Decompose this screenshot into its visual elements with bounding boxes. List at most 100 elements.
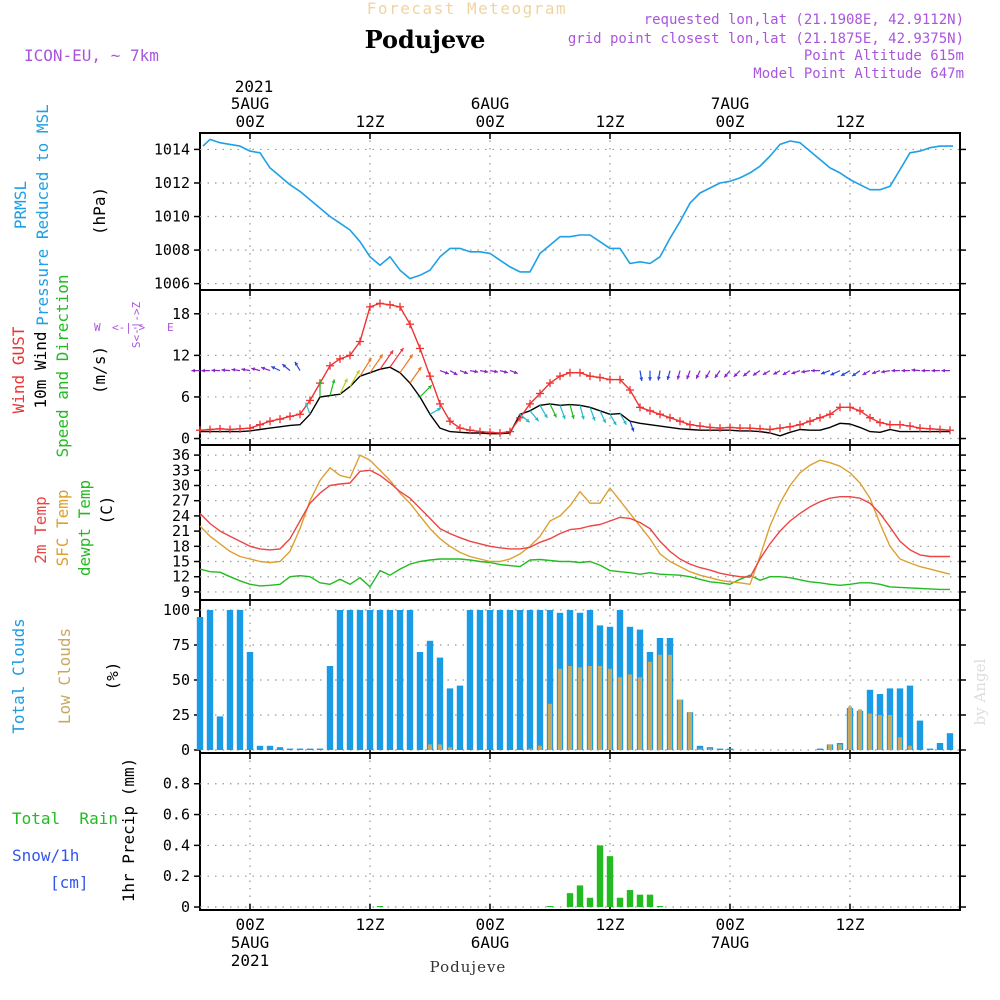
total-clouds-bar xyxy=(206,610,214,750)
wind-direction-arrowhead xyxy=(331,379,336,384)
wind-direction-arrowhead xyxy=(453,371,458,375)
wind-direction-arrowhead xyxy=(427,385,432,390)
wind-direction-arrow xyxy=(359,357,372,377)
total-clouds-bar xyxy=(246,652,254,750)
wind-direction-arrowhead xyxy=(581,415,585,420)
y-tick-label: 0 xyxy=(181,741,190,759)
total-clouds-bar xyxy=(266,745,274,750)
wind-direction-arrowhead xyxy=(872,370,877,375)
sfc-temp-series-line xyxy=(199,454,951,585)
wind-direction-arrowhead xyxy=(241,367,246,372)
low-clouds-bar xyxy=(898,737,902,750)
wind-direction-arrowhead xyxy=(261,366,266,371)
bottom-hour-label: 00Z xyxy=(236,915,265,934)
bottom-hour-label: 00Z xyxy=(476,915,505,934)
total-clouds-bar xyxy=(356,610,364,750)
total-clouds-bar xyxy=(436,657,444,750)
wind-direction-arrowhead xyxy=(494,369,498,374)
wind-gust-series-line xyxy=(199,302,951,434)
forecast-title: Forecast Meteogram xyxy=(367,0,567,18)
wind-direction-arrowhead xyxy=(630,427,635,432)
top-hour-label: 00Z xyxy=(716,112,745,131)
wind-direction-arrowhead xyxy=(911,368,916,373)
total-clouds-bar xyxy=(376,610,384,750)
wind-direction-arrowhead xyxy=(409,354,413,359)
low-clouds-bar xyxy=(888,715,892,750)
low-clouds-bar xyxy=(598,666,602,750)
wind-direction-arrowhead xyxy=(602,418,606,423)
y-tick-label: 1014 xyxy=(154,140,190,158)
bottom-date-label: 5AUG xyxy=(231,933,270,952)
wind-direction-arrowhead xyxy=(791,370,796,375)
compass-west: W xyxy=(94,321,101,334)
temp-unit-label: (C) xyxy=(97,496,116,525)
wind-direction-arrowhead xyxy=(891,368,895,373)
top-hour-label: 12Z xyxy=(356,112,385,131)
total-clouds-bar xyxy=(546,610,554,750)
wind-gust-label: Wind GUST xyxy=(9,326,28,413)
total-clouds-label: Total Clouds xyxy=(9,618,28,734)
wind-direction-arrowhead xyxy=(379,354,383,359)
wind-direction-arrowhead xyxy=(553,413,557,418)
prmsl-label: PRMSL xyxy=(11,181,30,229)
model-altitude: Model Point Altitude 647m xyxy=(753,66,964,82)
y-tick-label: 50 xyxy=(172,671,190,689)
pressure-msl-label: Pressure Reduced to MSL xyxy=(33,104,52,326)
total-clouds-bar xyxy=(226,610,234,750)
low-clouds-bar xyxy=(648,661,652,750)
compass-rose: W <-|-> E S<-|->Z xyxy=(94,301,174,348)
total-clouds-bar xyxy=(426,640,434,750)
compass-north-axis: S<-|->Z xyxy=(130,301,143,348)
bottom-date-label: 6AUG xyxy=(471,933,510,952)
wind-direction-arrowhead xyxy=(657,376,661,381)
y-tick-label: 27 xyxy=(172,492,190,510)
wind-direction-arrowhead xyxy=(367,358,372,363)
snow-label: Snow/1h xyxy=(12,846,79,865)
low-clouds-bar xyxy=(908,745,912,750)
total-clouds-bar xyxy=(286,748,294,750)
total-clouds-bar xyxy=(696,745,704,750)
wind-direction-arrowhead xyxy=(852,372,857,377)
total-clouds-bar xyxy=(446,688,454,750)
total-clouds-bar xyxy=(306,748,314,750)
total-clouds-bar xyxy=(496,610,504,750)
panel-frames xyxy=(199,132,961,911)
total-clouds-bar xyxy=(366,610,374,750)
wind-direction-arrowhead xyxy=(271,366,276,370)
wind-direction-arrowhead xyxy=(782,371,787,375)
top-year-label: 2021 xyxy=(235,77,274,96)
wind-10m-label: 10m Wind xyxy=(31,331,50,408)
temp-sfc-label: SFC Temp xyxy=(53,489,72,566)
low-clouds-bar xyxy=(828,744,832,750)
wind-direction-arrowhead xyxy=(881,369,885,374)
wind-direction-arrowhead xyxy=(931,368,935,373)
grid-lines xyxy=(200,133,960,910)
temp-2m-series-line xyxy=(199,469,950,578)
precip-bar xyxy=(656,906,664,907)
requested-coords: requested lon,lat (21.1908E, 42.9112N) xyxy=(644,12,964,28)
low-clouds-bar xyxy=(538,745,542,750)
top-date-label: 6AUG xyxy=(471,94,510,113)
wind-direction-arrowhead xyxy=(676,375,681,380)
total-clouds-bar xyxy=(296,748,304,750)
top-hour-label: 00Z xyxy=(236,112,265,131)
bottom-year-label: 2021 xyxy=(231,951,270,970)
wind-direction-arrowhead xyxy=(344,378,348,383)
wind-direction-arrowhead xyxy=(525,418,530,423)
wind-direction-arrowhead xyxy=(762,371,767,375)
total-clouds-bar xyxy=(276,747,284,750)
model-label: ICON-EU, ~ 7km xyxy=(24,46,159,65)
grid-point-coords: grid point closest lon,lat (21.1875E, 42… xyxy=(568,31,964,47)
low-clouds-bar xyxy=(568,666,572,750)
low-clouds-bar xyxy=(608,668,612,750)
wind-direction-arrowhead xyxy=(534,417,539,422)
y-tick-label: 1008 xyxy=(154,241,190,259)
pressure-unit-label: (hPa) xyxy=(90,187,109,235)
wind-direction-arrowhead xyxy=(648,377,652,381)
y-tick-label: 9 xyxy=(181,583,190,601)
total-clouds-bar xyxy=(936,743,944,750)
wind-direction-arrowhead xyxy=(251,367,256,372)
bottom-hour-label: 12Z xyxy=(596,915,625,934)
low-clouds-bar xyxy=(618,677,622,750)
